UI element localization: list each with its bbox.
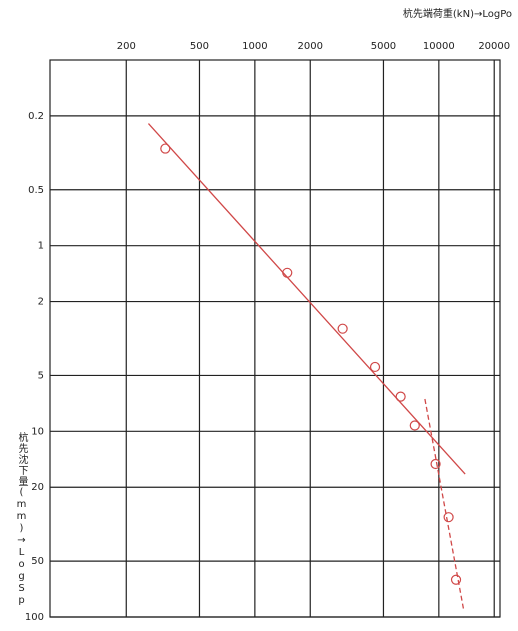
y-tick-label: 10 bbox=[31, 426, 44, 437]
y-axis-label: 杭先沈下量(mm)→LogSp bbox=[16, 431, 28, 607]
plot-frame bbox=[49, 59, 501, 618]
y-tick-label: 2 bbox=[38, 297, 44, 308]
x-tick-label: 1000 bbox=[242, 41, 267, 52]
fit-line bbox=[147, 123, 466, 475]
x-axis-label: 杭先端荷重(kN)→LogPo bbox=[403, 7, 512, 20]
x-tick-label: 20000 bbox=[478, 41, 510, 52]
y-tick-label: 100 bbox=[25, 612, 44, 623]
y-tick-label: 20 bbox=[31, 482, 44, 493]
y-tick-label: 1 bbox=[38, 241, 44, 252]
y-tick-label: 5 bbox=[38, 370, 44, 381]
data-point bbox=[450, 574, 462, 585]
data-point bbox=[409, 420, 420, 431]
data-point bbox=[369, 361, 381, 373]
x-tick-label: 500 bbox=[190, 41, 209, 52]
y-tick-label: 0.2 bbox=[28, 111, 44, 122]
x-tick-label: 5000 bbox=[371, 41, 396, 52]
fit-line bbox=[424, 398, 465, 609]
x-tick-label: 2000 bbox=[298, 41, 323, 52]
data-point bbox=[337, 323, 348, 334]
data-point bbox=[443, 512, 454, 523]
y-tick-label: 0.5 bbox=[28, 185, 44, 196]
data-point bbox=[430, 458, 441, 470]
x-tick-label: 10000 bbox=[423, 41, 455, 52]
x-tick-label: 200 bbox=[117, 41, 136, 52]
data-point bbox=[160, 143, 171, 154]
y-tick-label: 50 bbox=[31, 556, 44, 567]
data-point bbox=[395, 391, 406, 402]
